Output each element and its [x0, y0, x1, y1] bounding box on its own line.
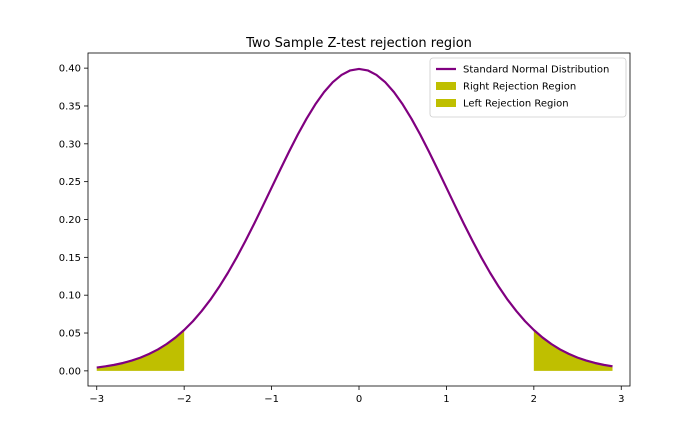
legend-swatch [436, 99, 456, 107]
area-left-rejection-region [96, 330, 185, 371]
x-axis: −3 −2 −1 0 1 2 3 [89, 386, 624, 405]
y-tick-label: 0.35 [59, 101, 81, 112]
y-tick-label: 0.10 [59, 291, 81, 302]
legend-label: Standard Normal Distribution [463, 65, 609, 76]
y-tick-label: 0.05 [59, 329, 81, 340]
legend: Standard Normal Distribution Right Reject… [429, 57, 627, 118]
y-tick-label: 0.00 [59, 366, 81, 377]
y-tick-label: 0.20 [59, 215, 81, 226]
legend-label: Left Rejection Region [463, 99, 569, 110]
x-tick-label: −2 [177, 394, 192, 405]
y-tick-label: 0.40 [59, 64, 81, 75]
y-tick-label: 0.30 [59, 139, 81, 150]
series-line-standard-normal-distribution [96, 67, 613, 369]
legend-box [429, 57, 627, 118]
x-tick-label: 0 [356, 394, 362, 405]
area-right-rejection-region [533, 330, 613, 371]
legend-label: Right Rejection Region [463, 82, 576, 93]
chart-title: Two Sample Z-test rejection region [245, 36, 472, 51]
x-tick-label: 1 [443, 394, 449, 405]
x-tick-label: −3 [89, 394, 104, 405]
x-tick-label: −1 [264, 394, 279, 405]
x-tick-label: 3 [618, 394, 624, 405]
plot-layer [96, 67, 613, 371]
y-tick-label: 0.25 [59, 177, 81, 188]
legend-swatch [436, 82, 456, 90]
x-tick-label: 2 [531, 394, 537, 405]
y-tick-label: 0.15 [59, 253, 81, 264]
y-axis: 0.00 0.05 0.10 0.15 0.20 0.25 0.30 0.35 0.40 [59, 64, 88, 377]
